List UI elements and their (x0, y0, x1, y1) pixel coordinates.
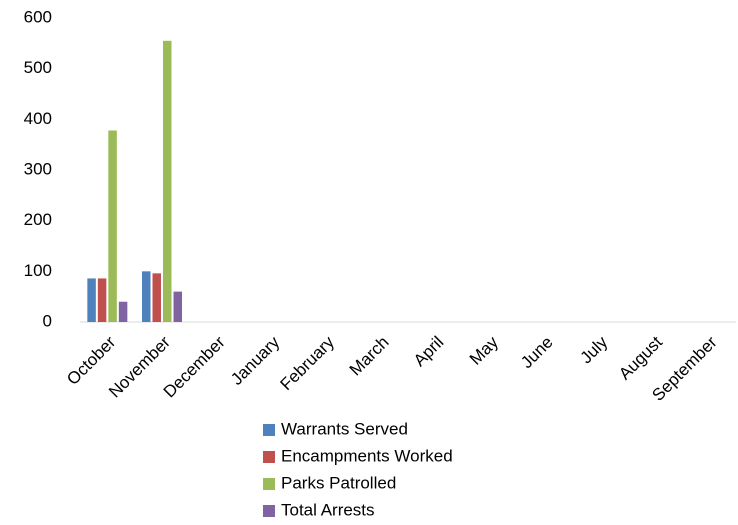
legend-swatch (263, 451, 275, 463)
y-tick-label: 500 (24, 58, 52, 77)
x-tick-label: May (466, 332, 502, 368)
y-tick-label: 600 (24, 7, 52, 26)
legend-label: Parks Patrolled (281, 473, 396, 492)
bar (118, 301, 128, 322)
x-tick-label: January (227, 332, 284, 389)
x-tick-label: June (517, 333, 557, 373)
bar (173, 291, 182, 322)
bar (97, 278, 107, 322)
y-tick-label: 100 (24, 261, 52, 280)
x-tick-label: August (615, 332, 666, 383)
y-tick-label: 400 (24, 109, 52, 128)
legend-label: Total Arrests (281, 500, 375, 519)
bar (87, 278, 96, 322)
x-tick-label: October (63, 332, 119, 388)
legend-swatch (263, 478, 275, 490)
bar (142, 271, 151, 322)
y-tick-label: 0 (43, 311, 52, 330)
y-tick-label: 200 (24, 210, 52, 229)
bar (163, 40, 172, 323)
x-tick-label: July (577, 332, 612, 367)
legend-label: Encampments Worked (281, 446, 453, 465)
legend-label: Warrants Served (281, 419, 408, 438)
y-tick-label: 300 (24, 159, 52, 178)
bar (108, 130, 117, 322)
x-tick-label: April (410, 333, 447, 370)
legend-swatch (263, 424, 275, 436)
x-tick-label: March (346, 333, 393, 380)
bar (152, 273, 161, 322)
x-tick-label: February (276, 332, 338, 394)
legend-swatch (263, 505, 275, 517)
